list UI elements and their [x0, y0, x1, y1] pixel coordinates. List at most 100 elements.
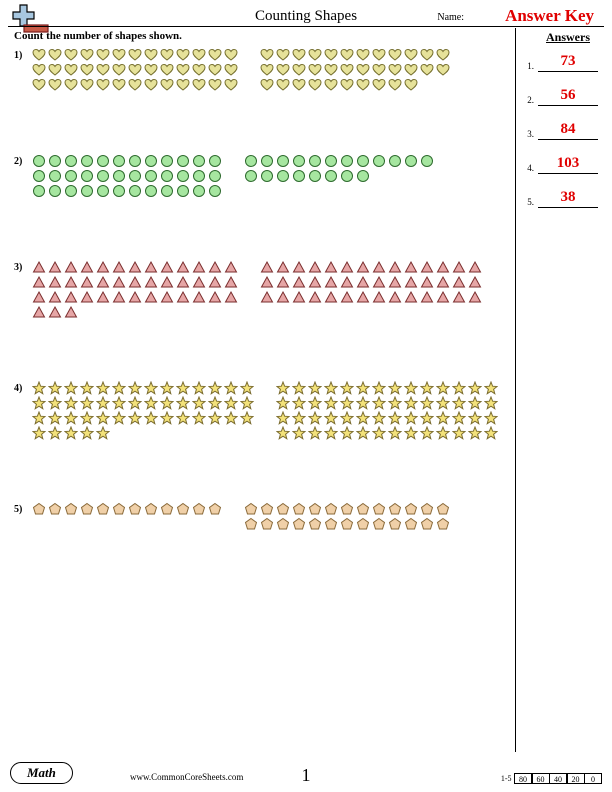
triangle-icon: [372, 260, 386, 274]
heart-icon: [112, 78, 126, 92]
star-icon: [80, 396, 94, 410]
footer-grade-label: 1-5: [501, 774, 512, 783]
star-icon: [340, 396, 354, 410]
heart-icon: [292, 63, 306, 77]
triangle-icon: [452, 260, 466, 274]
triangle-icon: [340, 290, 354, 304]
heart-icon: [292, 78, 306, 92]
heart-icon: [404, 63, 418, 77]
answer-value: 38: [538, 189, 598, 208]
shape-groups: [32, 154, 434, 198]
pentagon-icon: [340, 502, 354, 516]
heart-icon: [372, 48, 386, 62]
star-icon: [144, 411, 158, 425]
answer-number: 5.: [527, 197, 534, 208]
shape-row: [32, 426, 254, 440]
problem-number: 1): [14, 48, 32, 61]
answer-row: 1.73: [520, 50, 598, 72]
pentagon-icon: [276, 502, 290, 516]
star-icon: [144, 396, 158, 410]
star-icon: [372, 426, 386, 440]
heart-icon: [144, 78, 158, 92]
shape-row: [276, 411, 498, 425]
star-icon: [340, 411, 354, 425]
circle-icon: [208, 169, 222, 183]
problem: 2): [14, 154, 502, 198]
circle-icon: [308, 154, 322, 168]
circle-icon: [176, 169, 190, 183]
heart-icon: [372, 78, 386, 92]
heart-icon: [144, 48, 158, 62]
shape-row: [260, 78, 450, 92]
heart-icon: [340, 63, 354, 77]
circle-icon: [356, 154, 370, 168]
star-icon: [144, 381, 158, 395]
name-label: Name:: [437, 12, 464, 23]
star-icon: [308, 381, 322, 395]
heart-icon: [404, 48, 418, 62]
heart-icon: [372, 63, 386, 77]
star-icon: [32, 411, 46, 425]
triangle-icon: [192, 275, 206, 289]
heart-icon: [80, 63, 94, 77]
triangle-icon: [176, 260, 190, 274]
heart-icon: [64, 78, 78, 92]
pentagon-icon: [244, 502, 258, 516]
answer-value: 103: [538, 155, 598, 174]
star-icon: [112, 381, 126, 395]
shape-row: [32, 502, 222, 516]
star-icon: [96, 411, 110, 425]
header-divider: [8, 26, 604, 27]
triangle-icon: [128, 260, 142, 274]
answer-row: 3.84: [520, 118, 598, 140]
heart-icon: [388, 63, 402, 77]
pentagon-icon: [388, 517, 402, 531]
star-icon: [356, 381, 370, 395]
star-icon: [112, 411, 126, 425]
pentagon-icon: [420, 517, 434, 531]
shape-row: [244, 169, 434, 183]
triangle-icon: [48, 305, 62, 319]
triangle-icon: [192, 290, 206, 304]
star-icon: [292, 426, 306, 440]
heart-icon: [208, 78, 222, 92]
shape-row: [260, 48, 450, 62]
heart-icon: [340, 78, 354, 92]
heart-icon: [308, 48, 322, 62]
triangle-icon: [96, 275, 110, 289]
triangle-icon: [356, 260, 370, 274]
shape-group: [244, 154, 434, 198]
circle-icon: [292, 169, 306, 183]
triangle-icon: [372, 290, 386, 304]
circle-icon: [356, 169, 370, 183]
shape-row: [260, 260, 482, 274]
pentagon-icon: [372, 517, 386, 531]
star-icon: [208, 381, 222, 395]
star-icon: [372, 381, 386, 395]
shape-group: [32, 154, 222, 198]
triangle-icon: [32, 305, 46, 319]
heart-icon: [260, 48, 274, 62]
heart-icon: [388, 78, 402, 92]
star-icon: [340, 426, 354, 440]
shape-group: [244, 502, 450, 531]
triangle-icon: [308, 260, 322, 274]
triangle-icon: [324, 290, 338, 304]
problem-number: 5): [14, 502, 32, 515]
heart-icon: [80, 48, 94, 62]
star-icon: [404, 411, 418, 425]
pentagon-icon: [128, 502, 142, 516]
pentagon-icon: [308, 517, 322, 531]
heart-icon: [292, 48, 306, 62]
pentagon-icon: [356, 502, 370, 516]
star-icon: [292, 381, 306, 395]
circle-icon: [308, 169, 322, 183]
circle-icon: [420, 154, 434, 168]
heart-icon: [324, 63, 338, 77]
triangle-icon: [308, 290, 322, 304]
triangle-icon: [64, 305, 78, 319]
pentagon-icon: [48, 502, 62, 516]
circle-icon: [340, 154, 354, 168]
pentagon-icon: [112, 502, 126, 516]
triangle-icon: [112, 275, 126, 289]
